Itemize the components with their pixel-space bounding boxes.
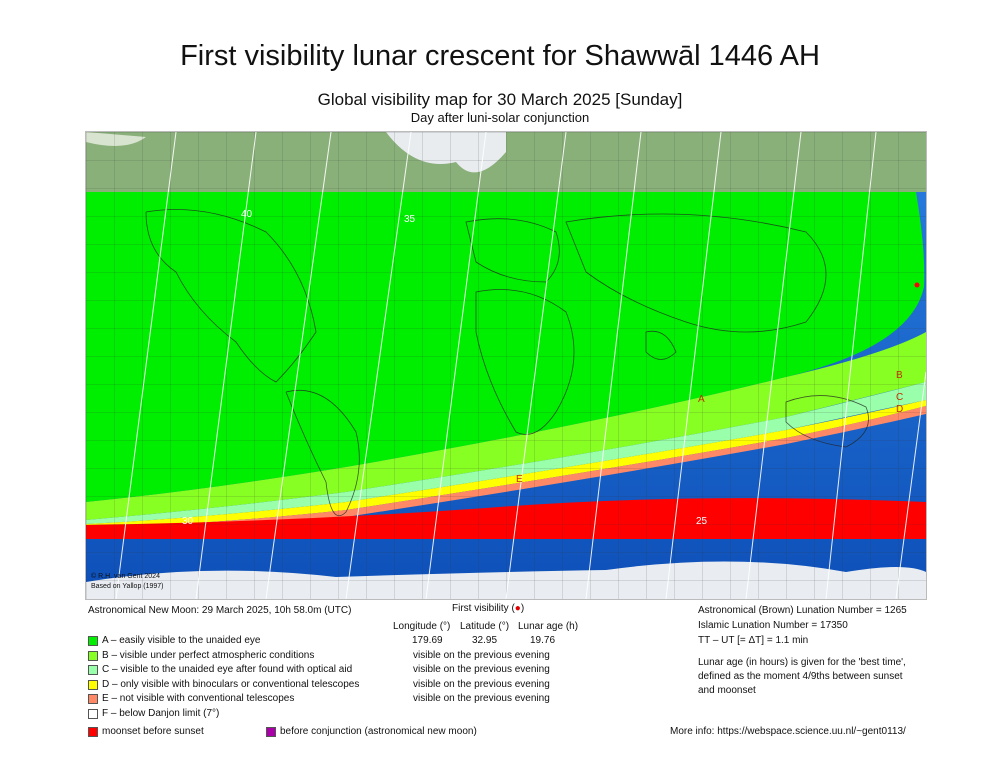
map-title: First visibility lunar crescent for Shaw…: [180, 40, 820, 72]
map-subtitle: Global visibility map for 30 March 2025 …: [317, 90, 683, 109]
age-value: 19.76: [530, 635, 556, 646]
first-visibility-label: First visibility (: [452, 603, 515, 614]
first-visibility-close: ): [520, 603, 525, 614]
legend-item-f: F – below Danjon limit (7°): [88, 708, 219, 719]
contour-label-30: 30: [182, 516, 194, 527]
contour-label-group: 25 30 35 40: [182, 209, 708, 527]
legend-label-f: F – below Danjon limit (7°): [102, 708, 220, 719]
visibility-map: 25 30 35 40 A B C D E © R.H. van Gent 20…: [85, 131, 927, 600]
age-note-line3: and moonset: [698, 685, 756, 696]
map-canvas: 25 30 35 40 A B C D E © R.H. van Gent 20…: [86, 132, 926, 599]
zone-letter-e: E: [516, 474, 523, 485]
legend-swatch-d: [88, 679, 98, 690]
contour-label-35: 35: [404, 214, 416, 225]
legend-item-d: D – only visible with binoculars or conv…: [88, 679, 359, 690]
legend-item-e: E – not visible with conventional telesc…: [88, 693, 294, 704]
zone-letter-b: B: [896, 370, 903, 381]
col-longitude: Longitude (°): [393, 621, 451, 632]
legend-swatch-a: [88, 635, 98, 646]
evening-note-e: visible on the previous evening: [413, 693, 550, 704]
zone-letter-a: A: [698, 394, 705, 405]
map-subtitle-secondary: Day after luni-solar conjunction: [410, 110, 590, 125]
legend-label-e: E – not visible with conventional telesc…: [102, 693, 295, 704]
legend-label-moonset: moonset before sunset: [102, 726, 204, 737]
legend-swatch-e: [88, 693, 98, 704]
brown-lunation: Astronomical (Brown) Lunation Number = 1…: [698, 605, 907, 616]
age-note-line2: defined as the moment 4/9ths between sun…: [698, 671, 903, 682]
legend-label-d: D – only visible with binoculars or conv…: [102, 679, 360, 690]
col-latitude: Latitude (°): [460, 621, 510, 632]
col-lunar-age: Lunar age (h): [518, 621, 579, 632]
contour-label-25: 25: [696, 516, 708, 527]
contour-label-40: 40: [241, 209, 253, 220]
first-visibility-point: [914, 282, 920, 288]
legend-label-c: C – visible to the unaided eye after fou…: [102, 664, 353, 675]
legend-swatch-c: [88, 664, 98, 675]
legend-label-b: B – visible under perfect atmospheric co…: [102, 650, 315, 661]
age-note-line1: Lunar age (in hours) is given for the 'b…: [698, 657, 906, 668]
longitude-value: 179.69: [412, 635, 443, 646]
new-moon-text: Astronomical New Moon: 29 March 2025, 10…: [88, 605, 352, 616]
evening-note-d: visible on the previous evening: [413, 679, 550, 690]
evening-note-b: visible on the previous evening: [413, 650, 550, 661]
legend-item-moonset: moonset before sunset: [88, 726, 204, 737]
latitude-value: 32.95: [472, 635, 498, 646]
zone-letter-d: D: [896, 404, 903, 415]
legend-swatch-before-conjunction: [266, 726, 276, 737]
islamic-lunation: Islamic Lunation Number = 17350: [698, 620, 848, 631]
legend-label-before-conjunction: before conjunction (astronomical new moo…: [280, 726, 477, 737]
legend-item-a: A – easily visible to the unaided eye: [88, 635, 260, 646]
evening-note-c: visible on the previous evening: [413, 664, 550, 675]
zone-letter-group: A B C D E: [516, 370, 903, 485]
copyright-line1: © R.H. van Gent 2024: [91, 572, 160, 580]
legend-item-before-conjunction: before conjunction (astronomical new moo…: [266, 726, 477, 737]
legend-swatch-f: [88, 708, 98, 719]
more-info-link[interactable]: More info: https://webspace.science.uu.n…: [670, 726, 906, 737]
copyright-line2: Based on Yallop (1997): [91, 583, 164, 590]
age-contours: [115, 132, 926, 599]
first-visibility-heading: First visibility (●): [452, 603, 524, 614]
first-visibility-marker: ●: [514, 603, 521, 614]
zone-letter-c: C: [896, 392, 903, 403]
lat-lon-grid: [86, 132, 926, 599]
delta-t: TT – UT [= ΔT] = 1.1 min: [698, 635, 809, 646]
legend-swatch-b: [88, 650, 98, 661]
legend-label-a: A – easily visible to the unaided eye: [102, 635, 261, 646]
legend-item-c: C – visible to the unaided eye after fou…: [88, 664, 352, 675]
legend-item-b: B – visible under perfect atmospheric co…: [88, 650, 314, 661]
legend-swatch-moonset: [88, 726, 98, 737]
